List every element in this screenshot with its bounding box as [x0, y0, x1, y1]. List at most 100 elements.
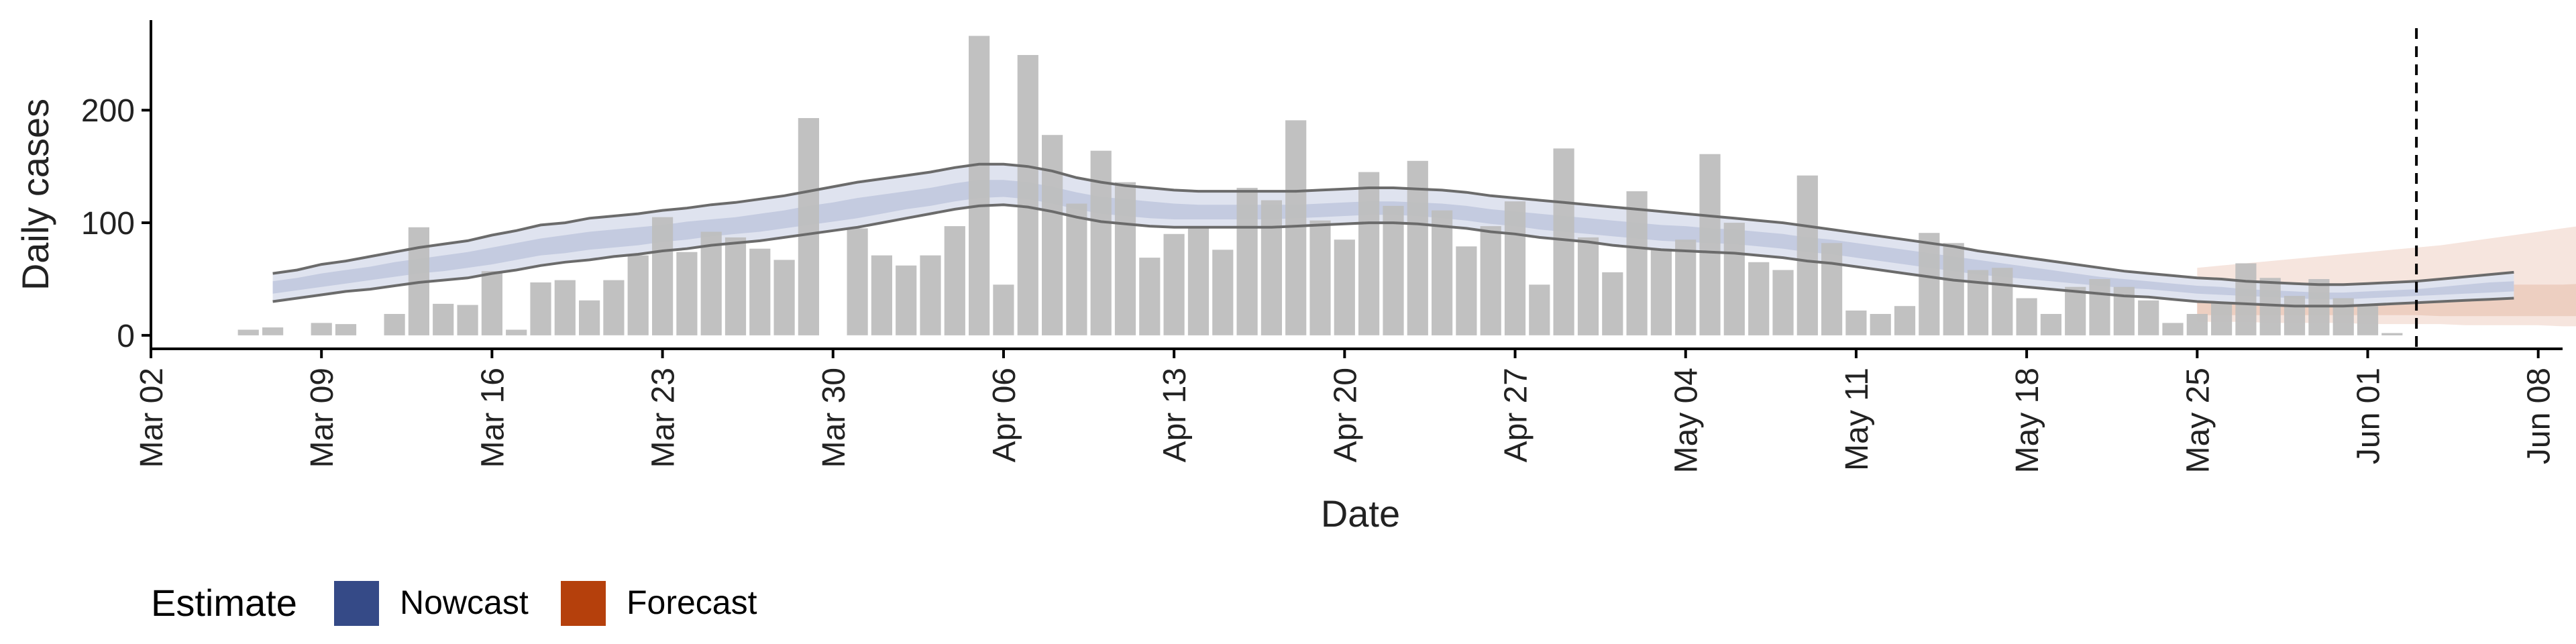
case-bar: [1650, 248, 1672, 335]
case-bar: [1236, 188, 1258, 335]
legend-label-nowcast: Nowcast: [400, 584, 529, 621]
case-bar: [506, 329, 527, 335]
case-bar: [1139, 258, 1161, 335]
y-axis-ticks: 0 100 200: [81, 93, 151, 354]
case-bar: [1066, 203, 1087, 335]
x-tick-label: Mar 30: [816, 368, 852, 468]
x-tick-label: Apr 27: [1499, 368, 1534, 462]
case-bar: [2332, 298, 2354, 335]
x-tick-label: May 25: [2180, 368, 2216, 473]
case-bar: [1894, 306, 1916, 335]
x-tick-label: Mar 09: [305, 368, 340, 468]
case-bar: [262, 327, 284, 335]
case-bar: [1407, 160, 1428, 335]
case-bar: [1529, 284, 1550, 335]
nowcast-bound-lines: [272, 162, 2514, 308]
case-bar: [798, 118, 819, 335]
x-axis-ticks: Mar 02 Mar 09 Mar 16 Mar 23 Mar 30 Apr 06 Apr …: [134, 349, 2557, 473]
case-bar: [1626, 191, 1648, 335]
case-bar: [1821, 243, 1843, 335]
case-bar: [1919, 233, 1940, 335]
case-bar: [2284, 296, 2306, 335]
legend-swatch-nowcast: [334, 581, 379, 626]
case-bar: [2381, 333, 2403, 335]
case-bar: [1723, 223, 1745, 335]
legend: Estimate Nowcast Forecast: [151, 581, 757, 626]
case-bar: [1114, 182, 1136, 335]
case-bar: [311, 323, 332, 335]
case-bar: [237, 329, 259, 335]
case-bar: [1796, 175, 1818, 335]
y-axis-title: Daily cases: [14, 99, 56, 290]
case-bar: [1553, 148, 1574, 335]
case-bar: [1577, 237, 1599, 335]
case-bar: [969, 36, 990, 335]
case-bar: [700, 231, 722, 335]
nowcast-lower-line: [272, 203, 2514, 308]
case-bar: [1772, 270, 1794, 335]
legend-swatch-forecast: [561, 581, 606, 626]
case-bar: [2040, 314, 2061, 335]
case-bar: [1212, 250, 1234, 335]
x-tick-label: Mar 23: [646, 368, 682, 468]
case-bar: [2089, 279, 2110, 335]
y-tick-label: 0: [117, 319, 135, 354]
x-tick-label: Mar 02: [134, 368, 170, 468]
case-bar: [433, 303, 454, 335]
case-bar: [1187, 226, 1210, 335]
case-bar: [896, 265, 917, 335]
case-bar: [530, 282, 551, 335]
case-bar: [1504, 201, 1526, 335]
x-tick-label: May 04: [1669, 368, 1705, 473]
case-bar: [1870, 314, 1891, 335]
case-bar: [2211, 303, 2233, 335]
case-bar: [579, 300, 600, 335]
case-bar: [2259, 278, 2281, 335]
x-tick-label: Apr 06: [987, 368, 1022, 462]
case-bar: [871, 255, 892, 335]
case-bar: [1602, 272, 1623, 335]
case-bar: [1334, 239, 1355, 335]
case-bar: [1992, 268, 2013, 335]
case-bar: [481, 271, 502, 335]
case-bar: [627, 255, 649, 335]
case-bar: [2065, 286, 2086, 335]
case-bar: [847, 228, 868, 335]
case-bar: [1675, 239, 1697, 335]
nowcast-upper-line: [272, 162, 2514, 286]
axes: [150, 20, 2563, 350]
case-bar: [1699, 154, 1721, 335]
case-bar: [2186, 314, 2208, 335]
y-tick-label: 100: [81, 206, 135, 241]
legend-label-forecast: Forecast: [627, 584, 757, 621]
x-tick-label: May 11: [1839, 368, 1875, 471]
case-bar: [603, 280, 625, 335]
case-bar: [1943, 243, 1964, 335]
case-bar: [1358, 172, 1380, 335]
case-bar: [1163, 233, 1185, 335]
x-tick-label: Mar 16: [475, 368, 511, 468]
case-bar: [457, 305, 478, 335]
case-bar: [676, 252, 698, 335]
y-tick-label: 200: [81, 93, 135, 129]
case-bar: [1017, 55, 1038, 335]
case-bar: [993, 284, 1014, 335]
case-bar: [1967, 270, 1989, 335]
case-bar: [2162, 323, 2184, 335]
x-tick-label: Apr 13: [1157, 368, 1193, 462]
case-bar: [1845, 310, 1867, 335]
case-bar: [554, 280, 576, 335]
case-bar: [1748, 262, 1770, 335]
case-bar: [384, 314, 405, 335]
case-bar: [1456, 246, 1477, 335]
x-tick-label: May 18: [2010, 368, 2045, 473]
case-bar: [2357, 306, 2379, 335]
case-bar: [2016, 298, 2037, 335]
x-tick-label: Jun 08: [2522, 368, 2557, 464]
reported-case-bars: [237, 36, 2403, 335]
x-axis-title: Date: [1321, 492, 1400, 535]
case-bar: [749, 248, 771, 335]
case-bar: [724, 237, 747, 335]
case-bar: [773, 260, 795, 335]
